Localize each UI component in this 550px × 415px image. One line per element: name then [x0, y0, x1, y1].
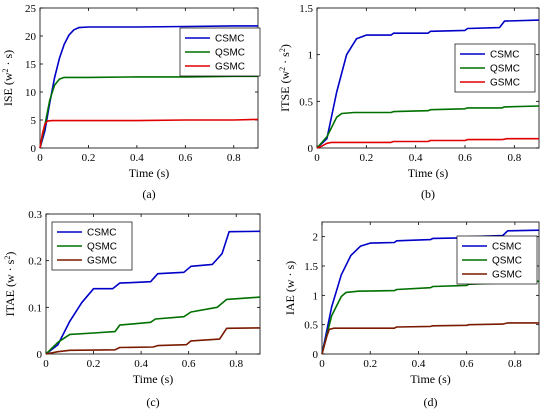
y-tick-label: 10: [25, 87, 37, 99]
y-tick-label: 0: [31, 143, 37, 155]
x-tick-label: 0.2: [359, 152, 373, 164]
x-tick-label: 0.2: [87, 358, 101, 370]
x-tick-label: 0: [319, 358, 325, 370]
x-tick-label: 0.8: [508, 358, 522, 370]
y-tick-label: 0.2: [28, 256, 42, 268]
legend-entry: QSMC: [215, 48, 245, 59]
y-tick-label: 0.5: [304, 320, 318, 332]
x-axis-label: Time (s): [133, 372, 174, 386]
x-tick-label: 0.2: [82, 152, 96, 164]
legend-entry: CSMC: [492, 242, 521, 253]
y-axis-label: ITSE (w2 · s2): [278, 44, 293, 112]
x-tick-label: 0.6: [178, 152, 192, 164]
series-line-qsmc: [321, 280, 540, 355]
x-tick-label: 0.6: [458, 152, 472, 164]
x-tick-label: 0.6: [182, 358, 196, 370]
series-line-qsmc: [316, 105, 540, 149]
x-tick-label: 0: [314, 152, 320, 164]
panel-caption: (a): [142, 187, 155, 201]
x-tick-label: 0.4: [134, 358, 148, 370]
legend-entry: GSMC: [492, 270, 522, 281]
y-tick-label: 1.5: [304, 261, 318, 273]
series-line-qsmc: [45, 296, 261, 355]
series-line-gsmc: [39, 118, 259, 149]
y-tick-label: 1: [313, 290, 319, 302]
series-line-gsmc: [321, 322, 539, 355]
y-tick-label: 0: [308, 143, 314, 155]
x-tick-label: 0.4: [412, 358, 426, 370]
y-tick-label: 0: [313, 349, 319, 361]
legend-entry: CSMC: [87, 228, 116, 239]
panel-caption: (b): [421, 187, 435, 201]
chart-panel-2: 0 0.2 0.4 0.6 0.8 0 0.5 1 1.5 Time (s) ITSE (w2 · …: [278, 3, 540, 201]
plot-frame: [321, 221, 540, 355]
y-tick-label: 20: [25, 31, 37, 43]
y-tick-label: 0.3: [28, 209, 42, 221]
y-tick-label: 1.5: [299, 3, 313, 15]
chart-panel-1: 0 0.2 0.4 0.6 0.8 0 5 10 15 20 25 Time (s) ISE (w2 ·…: [1, 3, 261, 201]
y-axis-label: IAE (w · s): [283, 261, 297, 315]
y-tick-label: 0: [37, 349, 43, 361]
y-tick-label: 25: [25, 3, 37, 15]
plot-frame: [316, 7, 540, 149]
y-axis-label: ITAE (w · s2): [3, 252, 18, 317]
plot-frame: [39, 7, 259, 149]
series-line-csmc: [45, 230, 261, 355]
y-tick-label: 1: [308, 50, 314, 62]
x-tick-label: 0.8: [227, 152, 241, 164]
x-tick-label: 0: [43, 358, 49, 370]
x-tick-label: 0.8: [507, 152, 521, 164]
series-line-csmc: [316, 19, 540, 149]
series-line-gsmc: [316, 137, 539, 149]
x-axis-label: Time (s): [129, 166, 170, 180]
legend-entry: CSMC: [490, 50, 519, 61]
x-tick-label: 0.6: [460, 358, 474, 370]
legend-entry: QSMC: [490, 64, 520, 75]
y-tick-label: 2: [313, 232, 319, 244]
panel-caption: (d): [424, 395, 438, 409]
series-line-qsmc: [39, 75, 258, 149]
chart-panel-3: 0 0.2 0.4 0.6 0.8 0 0.1 0.2 0.3 Time (s) ITAE (w ·…: [3, 209, 261, 409]
y-tick-label: 5: [31, 115, 37, 127]
panel-caption: (c): [146, 395, 159, 409]
y-tick-label: 0.1: [28, 302, 42, 314]
y-tick-label: 15: [25, 59, 37, 71]
x-tick-label: 0.4: [130, 152, 144, 164]
x-tick-label: 0.4: [409, 152, 423, 164]
legend-entry: GSMC: [490, 78, 520, 89]
x-tick-label: 0.8: [229, 358, 243, 370]
y-axis-label: ISE (w2 · s): [1, 50, 16, 106]
x-axis-label: Time (s): [408, 166, 449, 180]
legend-entry: QSMC: [492, 256, 522, 267]
x-axis-label: Time (s): [410, 372, 451, 386]
legend-entry: CSMC: [215, 34, 244, 45]
plot-frame: [45, 213, 261, 355]
legend-entry: GSMC: [87, 256, 117, 267]
y-tick-label: 0.5: [299, 96, 313, 108]
chart-panel-4: 0 0.2 0.4 0.6 0.8 0 0.5 1 1.5 2 Time (s) IAE (w · s…: [283, 221, 540, 409]
x-tick-label: 0.2: [363, 358, 377, 370]
legend-entry: QSMC: [87, 242, 117, 253]
x-tick-label: 0: [37, 152, 43, 164]
legend-entry: GSMC: [215, 62, 245, 73]
series-line-gsmc: [45, 327, 261, 355]
